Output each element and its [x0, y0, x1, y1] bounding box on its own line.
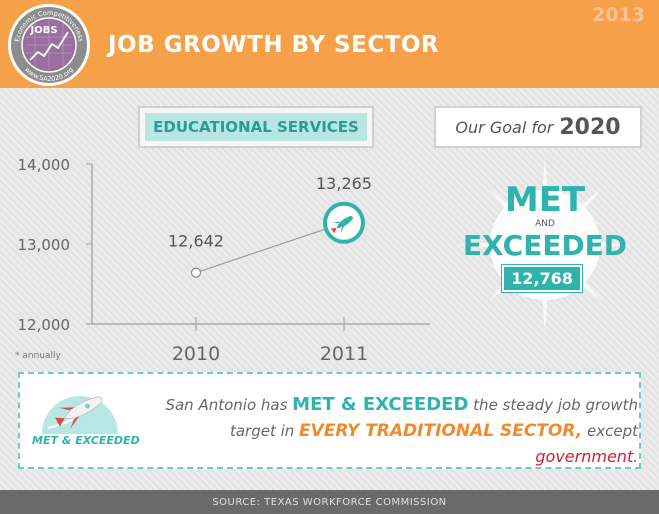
goal-status-exceeded: EXCEEDED	[462, 229, 628, 262]
y-tick-label: 13,000	[18, 236, 71, 254]
jobs-logo: JOBS Economic Competitiveness www.SA2020…	[8, 4, 90, 86]
met-exceeded-badge-label: MET & EXCEEDED	[32, 434, 140, 447]
goal-value-badge: 12,768	[502, 265, 582, 292]
chart-footnote: * annually	[15, 351, 61, 361]
goal-year: 2020	[559, 114, 621, 140]
x-tick-label: 2010	[172, 343, 220, 365]
x-tick-label: 2011	[320, 343, 368, 365]
summary-callout: MET & EXCEEDED San Antonio has MET & EXC…	[18, 372, 641, 469]
goal-status-and: AND	[535, 219, 555, 229]
callout-text-part-2: the steady job growth target in	[229, 396, 638, 440]
source-footer: SOURCE: TEXAS WORKFORCE COMMISSION	[0, 490, 659, 514]
data-point-2010	[190, 267, 202, 278]
sector-label: EDUCATIONAL SERVICES	[145, 113, 367, 141]
goal-header-box: Our Goal for 2020	[434, 106, 642, 148]
data-value-label: 12,642	[168, 232, 224, 251]
callout-emphasis-government: government	[535, 447, 634, 466]
callout-emphasis-met-exceeded: MET & EXCEEDED	[292, 394, 469, 415]
goal-prefix: Our Goal for	[455, 117, 554, 137]
goal-status-met: MET	[504, 180, 586, 220]
callout-text-part-1: San Antonio has	[165, 396, 293, 414]
rocket-badge-icon	[42, 396, 118, 434]
series-line	[195, 222, 345, 274]
job-growth-line-chart: 12,000 13,000 14,000 2010 2011 12,642 13,265	[18, 156, 430, 365]
callout-text: San Antonio has MET & EXCEEDED the stead…	[138, 392, 638, 470]
data-value-label: 13,265	[316, 174, 372, 193]
sector-label-box: EDUCATIONAL SERVICES	[138, 106, 374, 148]
page-title: JOB GROWTH BY SECTOR	[108, 32, 440, 58]
callout-emphasis-every-sector: EVERY TRADITIONAL SECTOR,	[299, 421, 583, 441]
y-tick-label: 12,000	[18, 316, 71, 334]
data-point-2011-rocket-marker	[323, 201, 365, 244]
callout-text-part-4: .	[633, 448, 638, 466]
y-tick-label: 14,000	[18, 156, 71, 174]
report-year: 2013	[592, 4, 645, 26]
logo-jobs-text: JOBS	[29, 25, 57, 36]
callout-text-part-3: except	[582, 422, 638, 440]
header-banner: JOBS Economic Competitiveness www.SA2020…	[0, 0, 659, 88]
